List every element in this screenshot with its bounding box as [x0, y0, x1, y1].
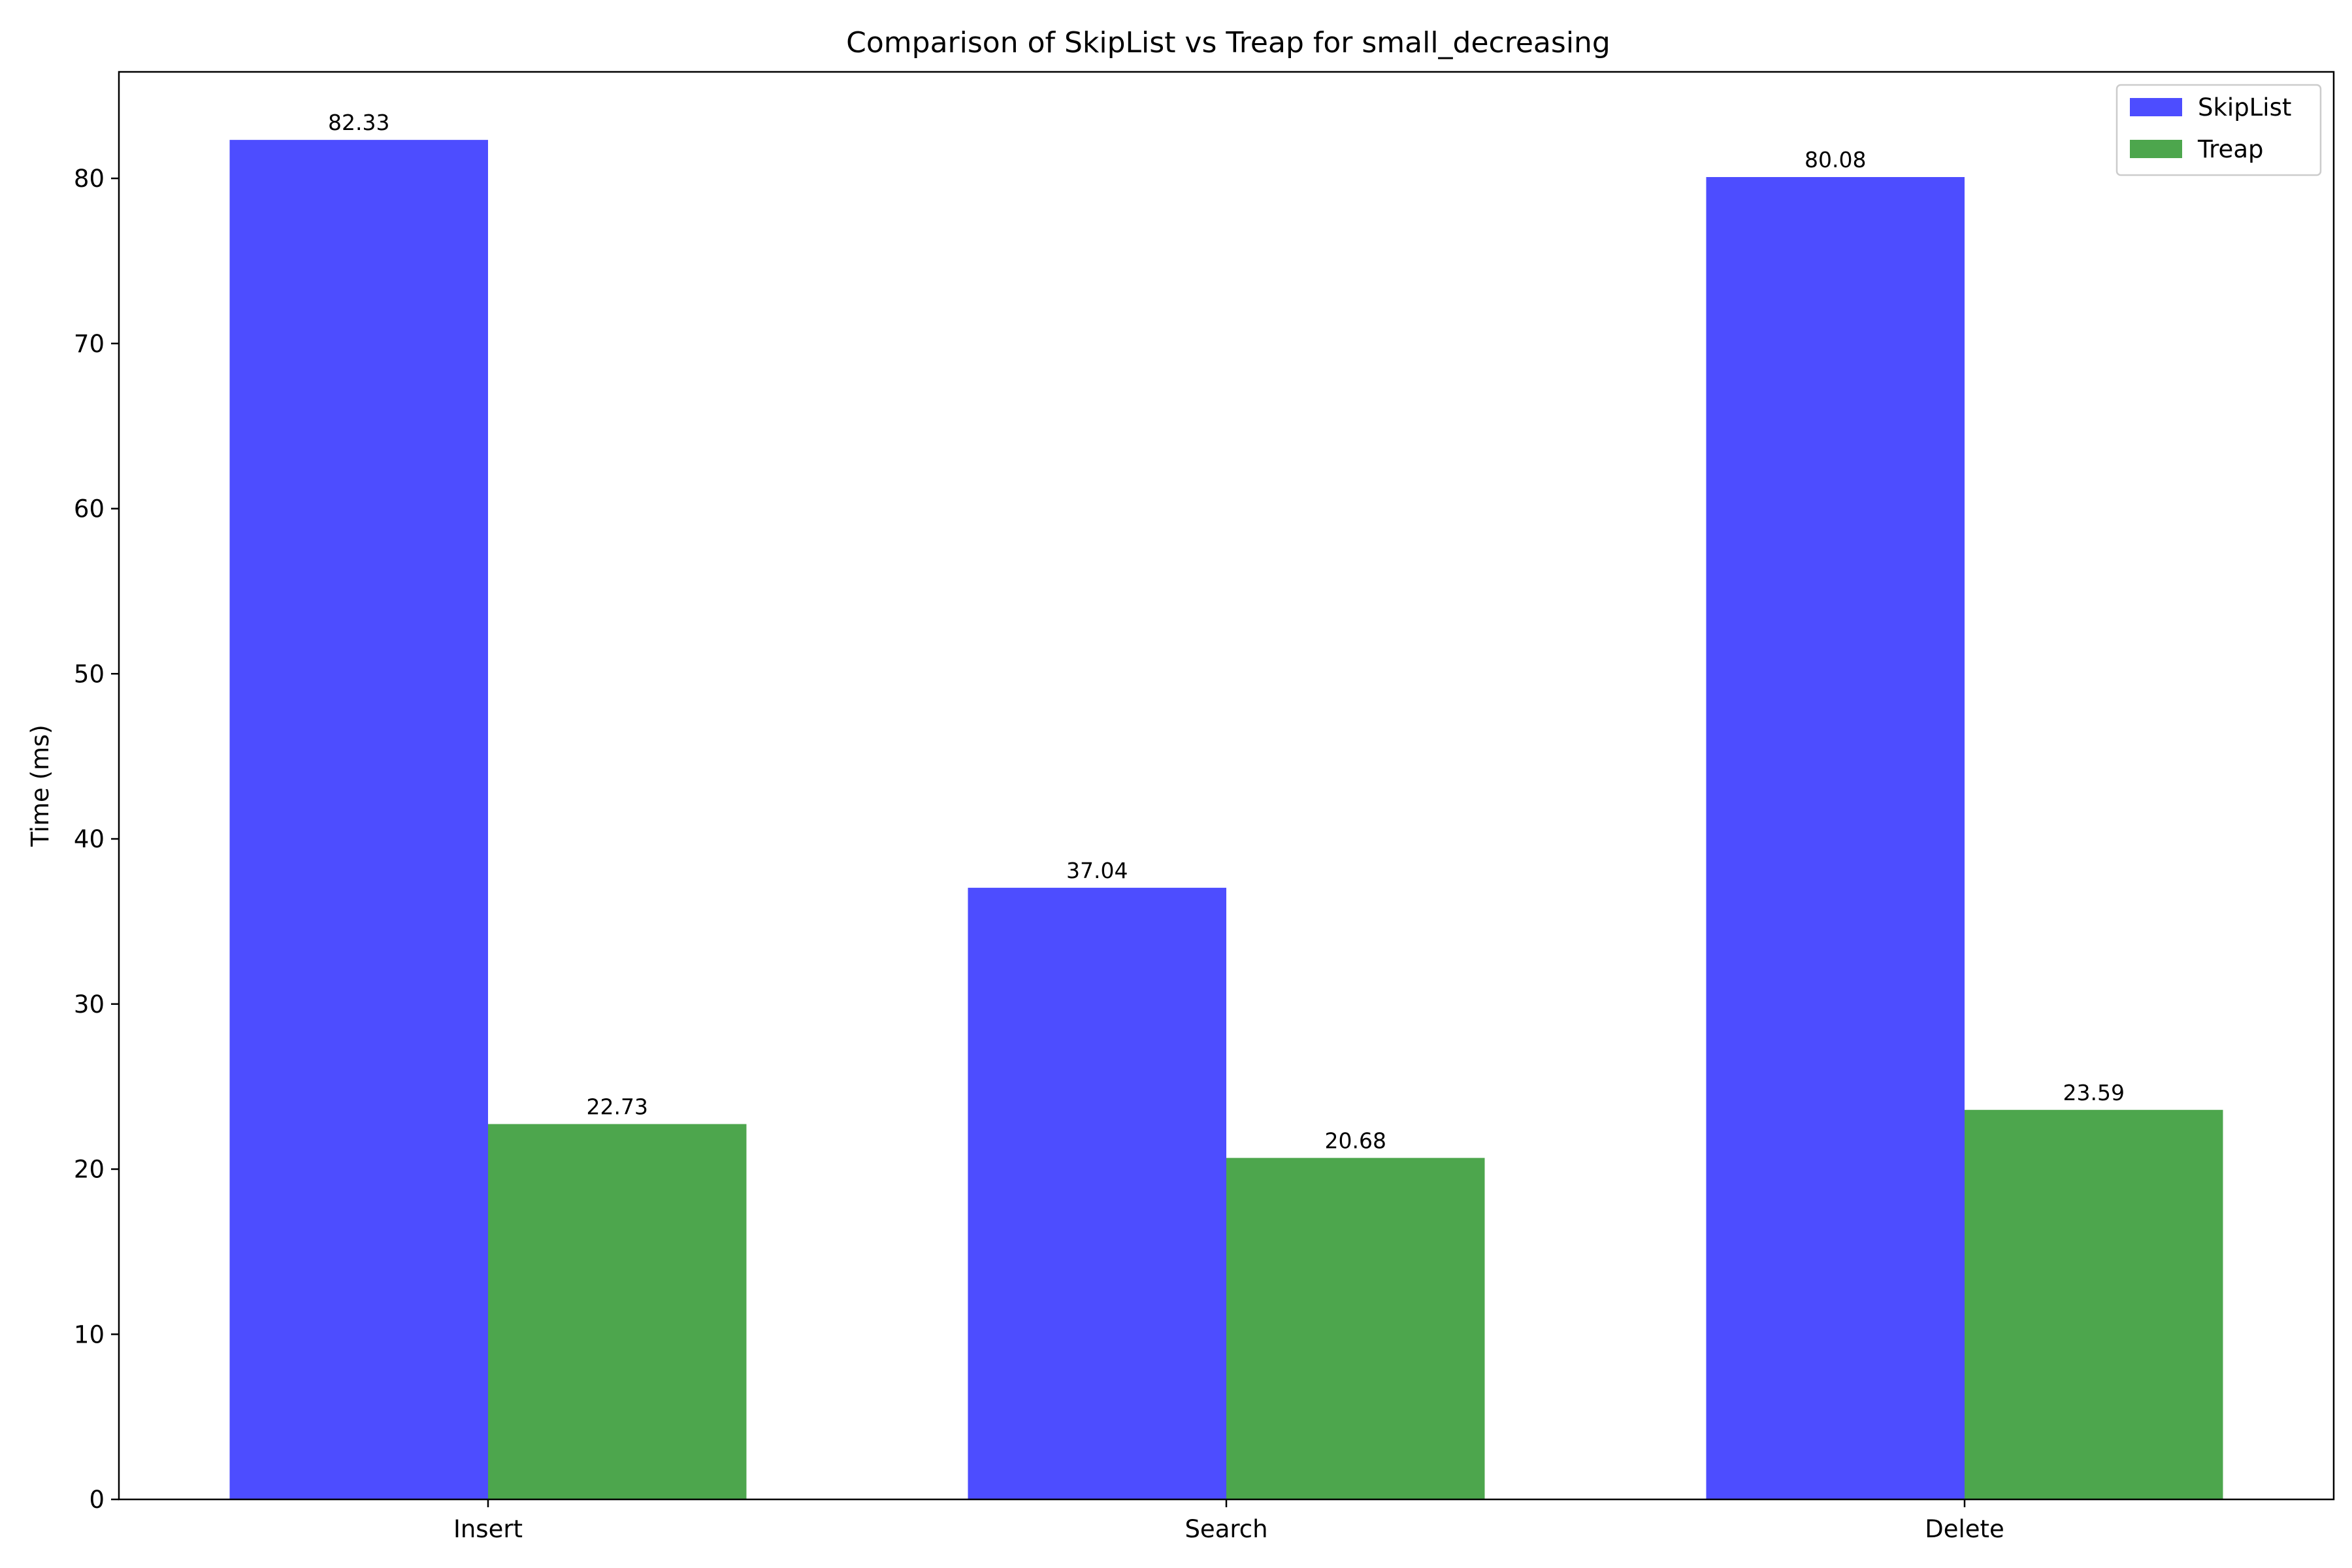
- bar-value-label: 22.73: [587, 1094, 648, 1120]
- bar-treap-delete: [1965, 1109, 2223, 1499]
- y-tick-label: 0: [89, 1486, 105, 1514]
- chart-title: Comparison of SkipList vs Treap for smal…: [846, 26, 1610, 59]
- bar-value-label: 80.08: [1805, 147, 1866, 172]
- bar-value-label: 37.04: [1066, 858, 1128, 883]
- y-tick-label: 80: [74, 165, 105, 193]
- y-tick-label: 20: [74, 1156, 105, 1184]
- legend-label-skiplist: SkipList: [2198, 93, 2291, 122]
- bar-skiplist-delete: [1706, 177, 1965, 1499]
- y-tick-label: 60: [74, 495, 105, 523]
- legend-swatch-skiplist: [2130, 98, 2182, 116]
- bar-value-label: 20.68: [1325, 1128, 1386, 1153]
- y-tick-label: 50: [74, 660, 105, 688]
- bar-value-label: 23.59: [2063, 1080, 2125, 1105]
- bar-treap-search: [1226, 1158, 1485, 1499]
- legend-label-treap: Treap: [2197, 135, 2264, 163]
- bar-value-label: 82.33: [328, 110, 389, 135]
- y-tick-label: 70: [74, 330, 105, 358]
- legend: SkipList Treap: [2115, 84, 2322, 176]
- bar-skiplist-insert: [229, 140, 488, 1500]
- x-tick-label: Insert: [453, 1515, 523, 1543]
- x-tick-label: Search: [1184, 1515, 1267, 1543]
- y-axis-label: Time (ms): [26, 725, 54, 847]
- plot-area: 82.33 37.04 80.08 22.73 20.68 23.59 0 10 20 30 40 5…: [74, 71, 2335, 1543]
- bar-treap-insert: [488, 1124, 747, 1499]
- bar-skiplist-search: [968, 887, 1226, 1499]
- y-tick-label: 30: [74, 990, 105, 1019]
- y-tick-label: 10: [74, 1320, 105, 1348]
- legend-swatch-treap: [2130, 140, 2182, 158]
- y-tick-label: 40: [74, 825, 105, 853]
- x-tick-label: Delete: [1925, 1515, 2004, 1543]
